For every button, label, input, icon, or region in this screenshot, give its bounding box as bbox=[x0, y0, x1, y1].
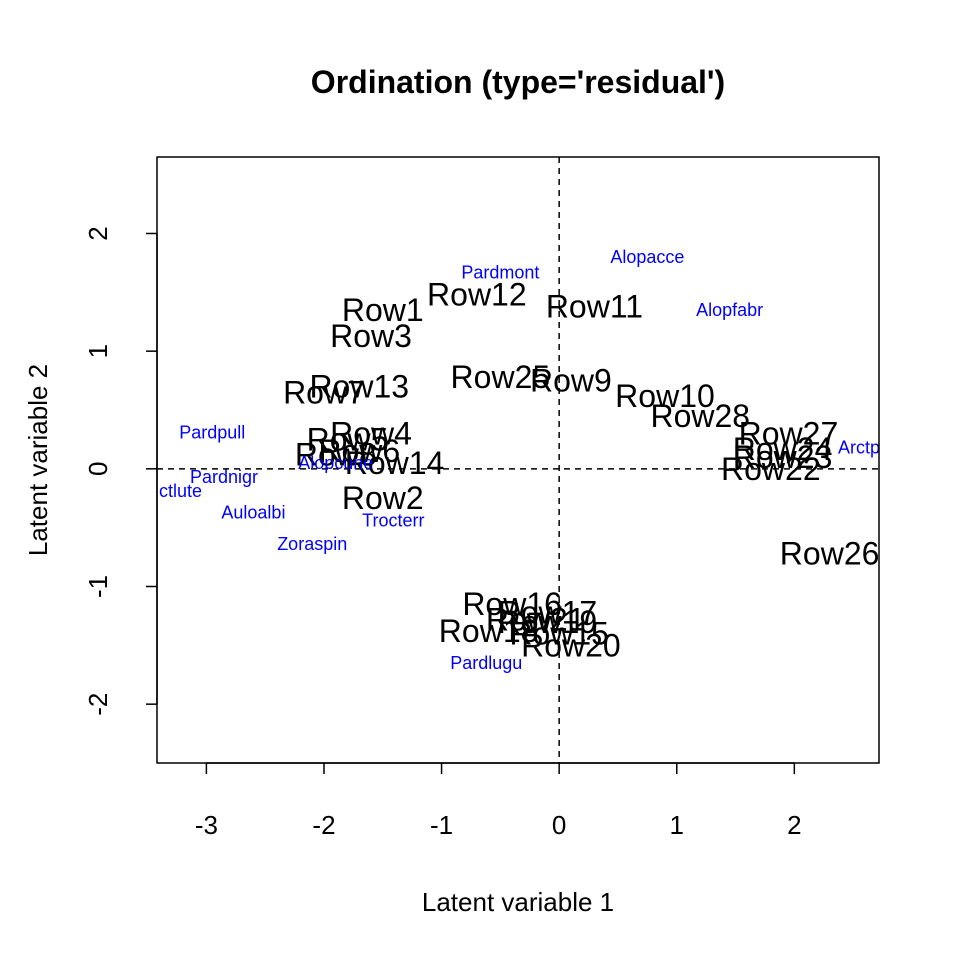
site-label-row18: Row18 bbox=[439, 613, 539, 649]
site-label-row24: Row24 bbox=[733, 431, 833, 467]
site-label-row20: Row20 bbox=[521, 627, 621, 663]
site-label-row16: Row16 bbox=[462, 586, 562, 622]
y-tick-label: 2 bbox=[83, 226, 113, 240]
site-label-row14: Row14 bbox=[345, 445, 445, 481]
site-label-row25: Row25 bbox=[451, 359, 551, 395]
x-tick-label: -3 bbox=[195, 810, 218, 840]
site-label-row17: Row17 bbox=[498, 594, 598, 630]
x-tick-label: 2 bbox=[787, 810, 801, 840]
site-label-row2: Row2 bbox=[342, 480, 424, 516]
y-tick-label: 0 bbox=[83, 462, 113, 476]
plot-frame bbox=[156, 156, 880, 764]
site-label-row10: Row10 bbox=[615, 378, 715, 414]
x-tick-label: 1 bbox=[670, 810, 684, 840]
species-label-arctp: Arctp bbox=[838, 438, 880, 458]
site-label-row3: Row3 bbox=[330, 318, 412, 354]
site-label-row7: Row7 bbox=[283, 374, 365, 410]
site-label-row12: Row12 bbox=[427, 277, 527, 313]
species-label-pardmont: Pardmont bbox=[461, 262, 539, 282]
site-label-row8: Row8 bbox=[295, 437, 377, 473]
site-label-row1: Row1 bbox=[342, 292, 424, 328]
species-label-pardpull: Pardpull bbox=[179, 422, 245, 442]
site-label-row11: Row11 bbox=[546, 288, 643, 324]
x-tick-label: -2 bbox=[312, 810, 335, 840]
y-axis-label: Latent variable 2 bbox=[23, 364, 53, 556]
y-tick-label: 1 bbox=[83, 344, 113, 358]
site-label-row6: Row6 bbox=[318, 433, 400, 469]
site-label-row19: Row19 bbox=[498, 604, 598, 640]
species-label-auloalbi: Auloalbi bbox=[221, 502, 285, 522]
site-label-row27: Row27 bbox=[739, 416, 839, 452]
species-label-pardnigr: Pardnigr bbox=[190, 467, 258, 487]
site-label-row22: Row22 bbox=[721, 451, 821, 487]
site-label-row15: Row15 bbox=[509, 616, 609, 652]
species-label-alopfabr: Alopfabr bbox=[696, 300, 763, 320]
y-axis: -2 -1 0 1 2 bbox=[83, 226, 158, 716]
species-label-pardlugu: Pardlugu bbox=[450, 653, 522, 673]
y-tick-label: -1 bbox=[83, 575, 113, 598]
site-label-row28: Row28 bbox=[650, 398, 750, 434]
site-label-row13: Row13 bbox=[309, 368, 409, 404]
site-label-row5: Row5 bbox=[307, 421, 389, 457]
reference-lines bbox=[157, 157, 879, 763]
x-axis: -3 -2 -1 0 1 2 bbox=[195, 762, 802, 840]
site-label-row23: Row23 bbox=[733, 439, 833, 475]
site-label-row21: Row21 bbox=[486, 601, 586, 637]
species-label-trocterr: Trocterr bbox=[362, 511, 424, 531]
site-label-row9: Row9 bbox=[530, 363, 612, 399]
species-label-zoraspin: Zoraspin bbox=[277, 534, 347, 554]
x-tick-label: 0 bbox=[552, 810, 566, 840]
x-axis-label: Latent variable 1 bbox=[422, 887, 614, 917]
x-tick-label: -1 bbox=[430, 810, 453, 840]
species-label-ctlute: ctlute bbox=[159, 481, 202, 501]
chart-title: Ordination (type='residual') bbox=[311, 64, 725, 100]
site-label-row4: Row4 bbox=[330, 416, 412, 452]
species-label-alopacce: Alopacce bbox=[610, 247, 684, 267]
y-tick-label: -2 bbox=[83, 693, 113, 716]
site-label-row26: Row26 bbox=[780, 536, 880, 572]
species-label-alopcune: Alopcune bbox=[298, 453, 373, 473]
